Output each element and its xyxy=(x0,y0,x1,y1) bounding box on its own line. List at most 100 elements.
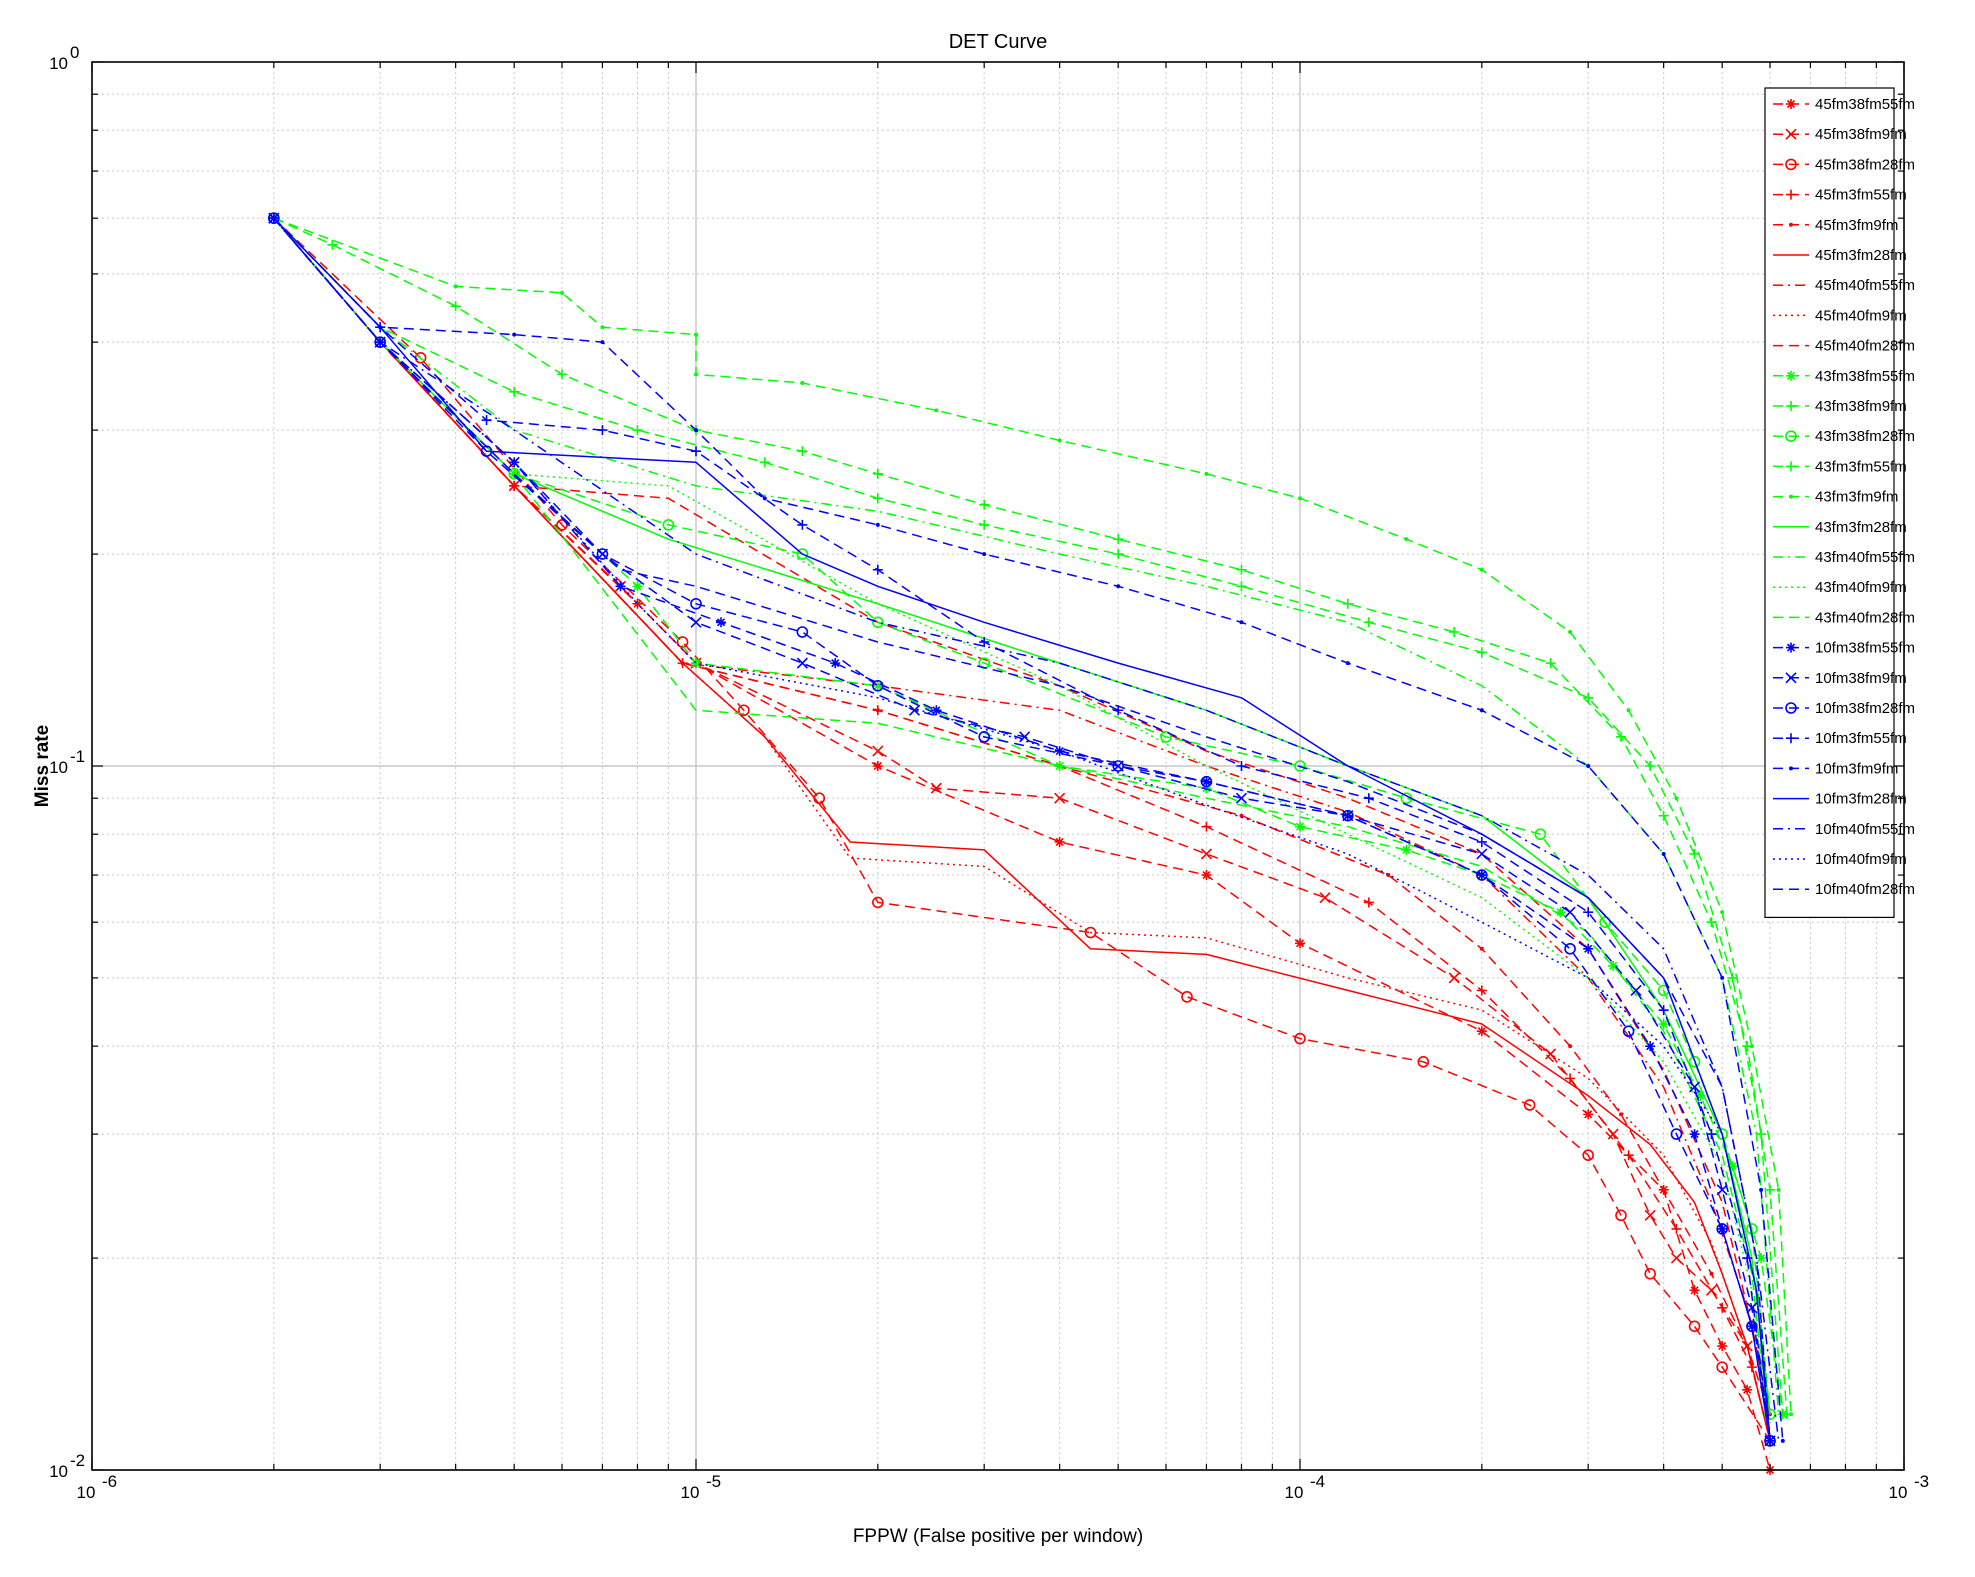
legend-label: 45fm3fm28fm xyxy=(1815,247,1907,264)
data-point xyxy=(1720,975,1725,980)
legend-marker xyxy=(1785,158,1797,171)
data-point xyxy=(690,597,702,610)
legend-item: 10fm40fm28fm xyxy=(1773,881,1915,898)
data-point xyxy=(1295,938,1305,949)
data-point xyxy=(1235,792,1248,804)
data-point xyxy=(1555,907,1566,918)
data-point xyxy=(1716,1361,1728,1373)
x-tick-exponent: -3 xyxy=(1914,1472,1929,1491)
data-point xyxy=(934,408,939,413)
legend-marker xyxy=(1786,642,1796,653)
data-point xyxy=(1688,1320,1701,1333)
data-point xyxy=(1716,1128,1728,1140)
legend-label: 43fm38fm9fm xyxy=(1815,398,1907,415)
legend-item: 43fm40fm55fm xyxy=(1773,549,1915,566)
data-point xyxy=(481,415,492,426)
legend-label: 45fm40fm28fm xyxy=(1815,338,1915,355)
legend-item: 45fm3fm9fm xyxy=(1773,217,1898,234)
x-tick-label: 10 xyxy=(1889,1483,1908,1502)
data-point xyxy=(1448,972,1460,984)
data-point xyxy=(1776,1187,1781,1192)
data-point xyxy=(1777,1409,1788,1420)
y-tick-exponent: 0 xyxy=(70,43,79,62)
data-point xyxy=(691,658,701,669)
data-point xyxy=(1342,809,1354,822)
data-point xyxy=(872,745,884,757)
data-point xyxy=(1201,783,1212,794)
data-point xyxy=(796,548,809,560)
data-point xyxy=(872,468,883,479)
x-tick-exponent: -5 xyxy=(706,1472,721,1491)
data-point xyxy=(875,522,880,527)
legend-label: 10fm40fm9fm xyxy=(1815,851,1907,868)
data-point xyxy=(1706,1129,1717,1140)
y-tick-label: 10 xyxy=(49,1462,68,1481)
legend-box xyxy=(1764,87,1895,919)
data-point xyxy=(1476,647,1487,658)
data-point xyxy=(512,332,517,337)
legend-label: 43fm40fm28fm xyxy=(1815,609,1915,626)
data-point xyxy=(676,636,689,648)
data-point xyxy=(1658,1005,1669,1016)
legend-label: 43fm38fm28fm xyxy=(1815,428,1915,445)
legend-label: 43fm3fm55fm xyxy=(1815,458,1907,475)
data-point xyxy=(1200,848,1213,860)
data-point xyxy=(1236,581,1247,592)
data-point xyxy=(1476,848,1488,860)
data-point xyxy=(1658,810,1669,821)
data-point xyxy=(1670,1252,1683,1264)
legend-item: 10fm3fm9fm xyxy=(1773,760,1898,777)
data-point xyxy=(1583,692,1594,703)
legend-label: 10fm3fm9fm xyxy=(1815,760,1898,777)
data-point xyxy=(1417,1056,1430,1068)
data-point xyxy=(872,679,884,692)
y-tick-label: 10 xyxy=(49,54,68,73)
data-point xyxy=(872,616,884,629)
data-point xyxy=(632,581,643,592)
series-43fm3fm28fm xyxy=(273,217,1771,1415)
legend-item: 45fm3fm28fm xyxy=(1773,247,1907,264)
data-point xyxy=(979,499,990,510)
data-point xyxy=(1294,760,1306,772)
data-point xyxy=(1599,916,1611,928)
data-point xyxy=(1294,1032,1306,1045)
data-point xyxy=(508,468,520,480)
legend-marker xyxy=(1789,494,1793,499)
data-point xyxy=(908,704,921,716)
y-tick-label: 10 xyxy=(49,758,68,777)
data-point xyxy=(982,552,987,557)
data-point xyxy=(1689,1129,1700,1140)
data-point xyxy=(872,896,884,909)
series-line-43fm40fm55fm xyxy=(273,217,1780,1415)
legend-label: 43fm3fm28fm xyxy=(1815,519,1907,536)
data-point xyxy=(1658,1019,1669,1030)
data-point xyxy=(694,332,698,337)
data-point xyxy=(1671,1223,1682,1234)
data-point xyxy=(1363,617,1374,628)
data-point xyxy=(1583,907,1594,918)
data-point xyxy=(1756,1253,1767,1264)
data-point xyxy=(1565,1073,1576,1084)
data-point xyxy=(930,782,942,794)
legend-item: 10fm40fm9fm xyxy=(1773,851,1907,868)
data-point xyxy=(1689,848,1700,859)
legend-marker xyxy=(1789,222,1793,227)
data-point xyxy=(872,493,883,504)
data-point xyxy=(1084,926,1097,939)
legend-item: 43fm40fm28fm xyxy=(1773,609,1915,626)
data-point xyxy=(875,708,880,713)
data-point xyxy=(600,325,605,330)
data-point xyxy=(1401,844,1412,855)
series-line-10fm38fm9fm xyxy=(273,217,1771,1442)
y-axis-label: Miss rate xyxy=(32,725,53,807)
legend-item: 10fm38fm28fm xyxy=(1773,700,1915,717)
data-point xyxy=(1181,991,1193,1003)
data-point xyxy=(762,496,767,501)
series-line-45fm38fm55fm xyxy=(273,217,1771,1471)
data-point xyxy=(1716,1223,1728,1235)
series-line-43fm3fm9fm xyxy=(273,217,1792,1415)
legend-item: 45fm38fm55fm xyxy=(1773,96,1915,113)
data-point xyxy=(979,519,990,530)
legend-item: 43fm38fm9fm xyxy=(1773,398,1907,415)
